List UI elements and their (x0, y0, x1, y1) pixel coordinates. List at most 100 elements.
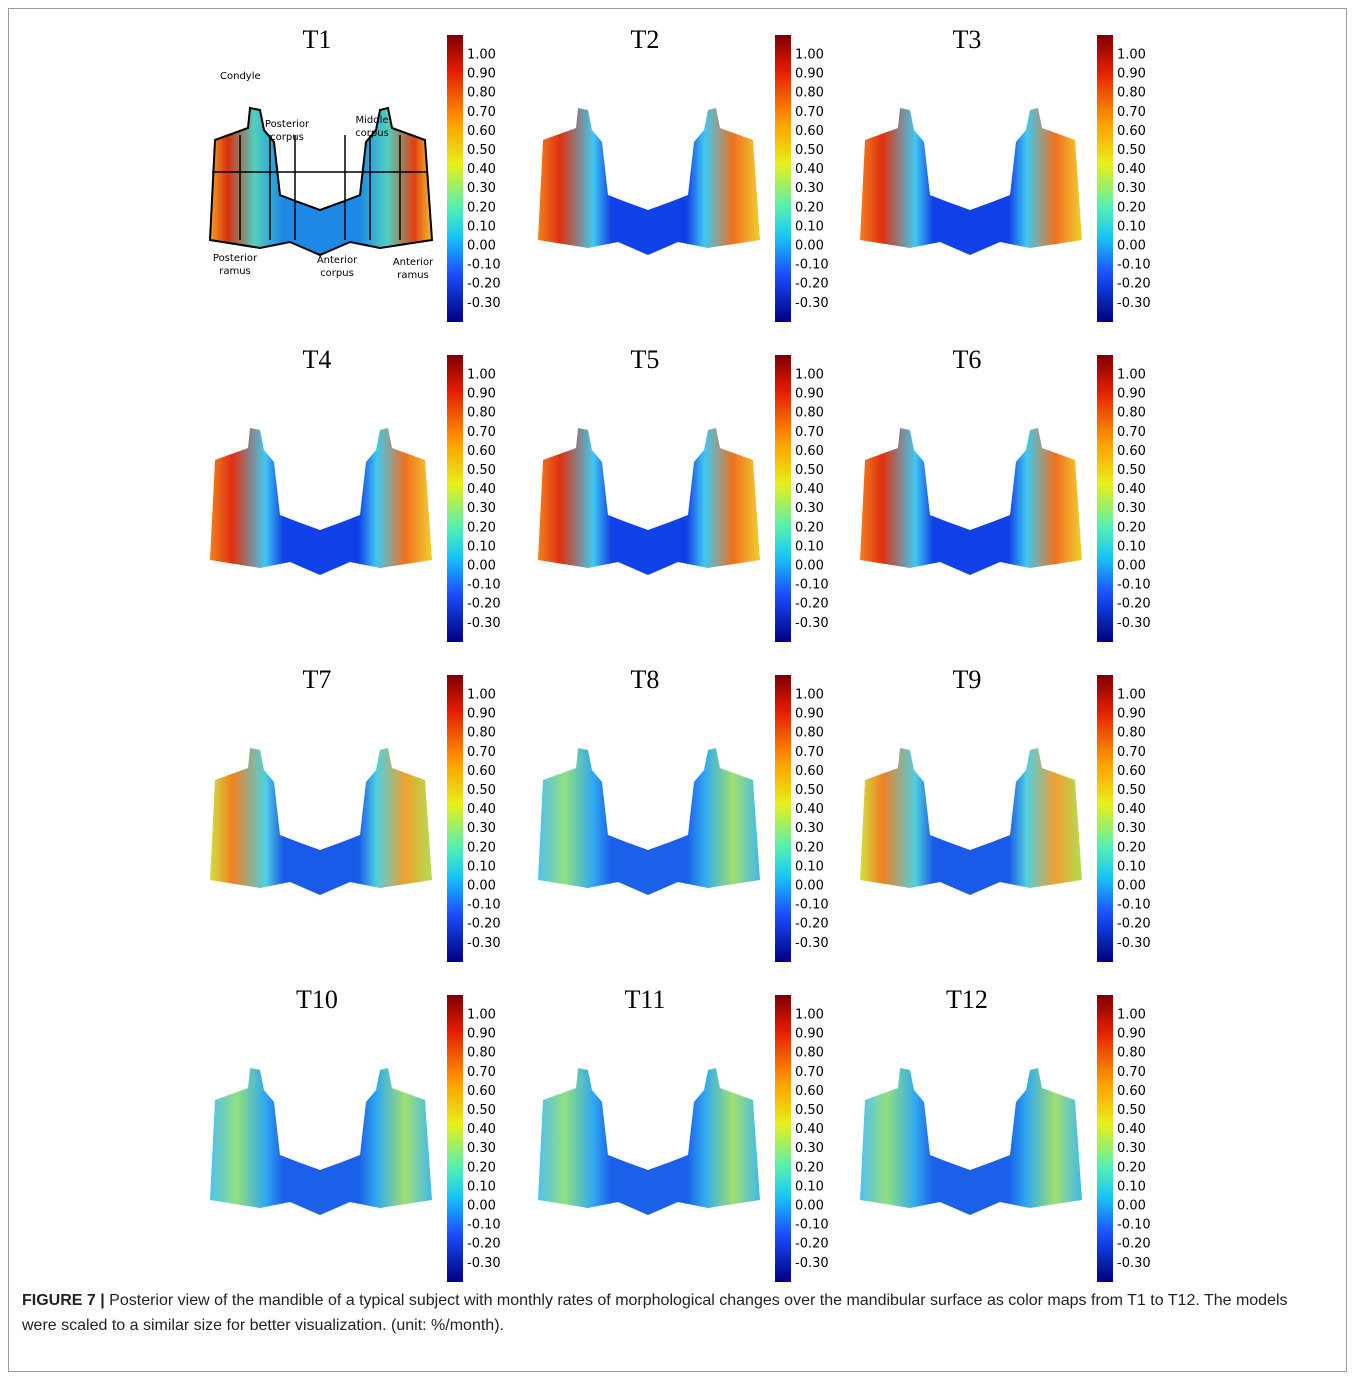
colorbar (1097, 675, 1113, 962)
colorbar-tick-label: 0.10 (1117, 859, 1146, 874)
panel-title: T12 (946, 985, 988, 1014)
colorbar-tick-label: 0.10 (795, 1179, 824, 1194)
colorbar-tick-label: 0.40 (795, 162, 824, 177)
caption: FIGURE 7 | Posterior view of the mandibl… (22, 1288, 1322, 1338)
mandible-map (538, 1068, 760, 1215)
colorbar-tick-label: 1.00 (467, 368, 496, 383)
colorbar-tick-label: 0.50 (795, 143, 824, 158)
colorbar-tick-label: 0.90 (795, 67, 824, 82)
colorbar-tick-label: -0.20 (1117, 917, 1151, 932)
colorbar-tick-label: 0.70 (1117, 425, 1146, 440)
colorbar-tick-label: 0.20 (1117, 200, 1146, 215)
panel-title: T10 (296, 985, 338, 1014)
colorbar-tick-label: 0.20 (795, 520, 824, 535)
colorbar-tick-label: 0.90 (1117, 67, 1146, 82)
colorbar-tick-label: 0.10 (1117, 539, 1146, 554)
colorbar-tick-label: 0.30 (1117, 1141, 1146, 1156)
colorbar-tick-label: 1.00 (467, 1008, 496, 1023)
colorbar-tick-label: 0.70 (795, 105, 824, 120)
colorbar-tick-label: 0.10 (467, 1179, 496, 1194)
colorbar-tick-label: -0.30 (467, 1256, 501, 1271)
colorbar-tick-label: 1.00 (1117, 368, 1146, 383)
colorbar-tick-label: 0.50 (1117, 143, 1146, 158)
colorbar-tick-label: 0.50 (795, 783, 824, 798)
colorbar (775, 995, 791, 1282)
colorbar-tick-label: 0.40 (1117, 802, 1146, 817)
colorbar-tick-label: 0.00 (467, 1199, 496, 1214)
colorbar-tick-label: 1.00 (467, 48, 496, 63)
colorbar-tick-label: 0.70 (467, 745, 496, 760)
colorbar-tick-label: 0.40 (795, 802, 824, 817)
colorbar-tick-label: 0.90 (467, 387, 496, 402)
mandible-map (860, 1068, 1082, 1215)
colorbar-tick-label: 0.50 (1117, 783, 1146, 798)
colorbar-tick-label: 0.60 (1117, 124, 1146, 139)
colorbar-tick-label: 0.80 (467, 726, 496, 741)
panel-title: T1 (303, 25, 332, 54)
colorbar (447, 355, 463, 642)
annotation: Anterior corpus (312, 254, 362, 280)
colorbar-tick-label: 0.10 (467, 539, 496, 554)
colorbar-tick-label: 1.00 (467, 688, 496, 703)
colorbar-tick-label: 1.00 (1117, 48, 1146, 63)
colorbar (775, 35, 791, 322)
colorbar-tick-label: 0.10 (795, 859, 824, 874)
colorbar-tick-label: 0.90 (467, 707, 496, 722)
colorbar-tick-label: -0.10 (795, 578, 829, 593)
colorbar-tick-label: -0.10 (467, 258, 501, 273)
colorbar-tick-label: 0.80 (795, 1046, 824, 1061)
colorbar-tick-label: -0.10 (795, 898, 829, 913)
colorbar-tick-label: 0.00 (795, 559, 824, 574)
colorbar-tick-label: 0.60 (467, 764, 496, 779)
caption-text: Posterior view of the mandible of a typi… (22, 1292, 1288, 1334)
colorbar-tick-label: 0.90 (1117, 707, 1146, 722)
colorbar-tick-label: 0.50 (467, 1103, 496, 1118)
colorbar (447, 675, 463, 962)
colorbar-tick-label: 0.80 (795, 406, 824, 421)
colorbar-tick-label: 0.60 (467, 1084, 496, 1099)
colorbar (447, 995, 463, 1282)
colorbar-tick-label: 0.50 (467, 783, 496, 798)
mandible-map (210, 108, 432, 255)
annotation: Posterior corpus (262, 118, 312, 144)
colorbar-tick-label: 0.40 (1117, 162, 1146, 177)
colorbar-tick-label: 0.30 (1117, 501, 1146, 516)
colorbar-tick-label: 0.30 (1117, 181, 1146, 196)
colorbar-tick-label: 0.40 (467, 482, 496, 497)
annotation: Posterior ramus (210, 252, 260, 278)
mandible-map (538, 428, 760, 575)
colorbar-tick-label: 0.20 (467, 200, 496, 215)
colorbar-tick-label: 0.50 (795, 463, 824, 478)
colorbar-tick-label: 0.50 (1117, 1103, 1146, 1118)
colorbar-tick-label: 0.80 (467, 406, 496, 421)
colorbar-tick-label: -0.20 (1117, 597, 1151, 612)
colorbar-tick-label: 0.90 (1117, 387, 1146, 402)
colorbar-tick-label: -0.30 (467, 296, 501, 311)
colorbar-tick-label: 0.30 (795, 1141, 824, 1156)
colorbar-tick-label: 0.20 (795, 200, 824, 215)
colorbar-tick-label: 0.30 (467, 501, 496, 516)
colorbar-tick-label: 0.70 (1117, 1065, 1146, 1080)
colorbar-tick-label: 0.20 (795, 1160, 824, 1175)
colorbar-tick-label: -0.20 (1117, 1237, 1151, 1252)
colorbar-tick-label: -0.20 (795, 917, 829, 932)
colorbar-tick-label: 0.90 (795, 387, 824, 402)
colorbar-tick-label: -0.20 (795, 597, 829, 612)
colorbar-tick-label: 0.30 (467, 821, 496, 836)
colorbar-tick-label: 0.40 (795, 1122, 824, 1137)
colorbar-tick-label: 0.00 (795, 879, 824, 894)
colorbar-tick-label: -0.10 (1117, 1218, 1151, 1233)
colorbar-tick-label: 1.00 (1117, 688, 1146, 703)
panel-title: T11 (625, 985, 666, 1014)
colorbar-tick-label: 0.20 (1117, 840, 1146, 855)
colorbar-tick-label: -0.10 (1117, 258, 1151, 273)
colorbar-tick-label: 0.60 (1117, 444, 1146, 459)
colorbar-tick-label: 0.60 (467, 444, 496, 459)
colorbar-tick-label: 0.40 (467, 1122, 496, 1137)
colorbar-tick-label: -0.20 (795, 277, 829, 292)
colorbar-tick-label: 0.30 (795, 501, 824, 516)
colorbar-tick-label: 0.20 (1117, 1160, 1146, 1175)
colorbar-tick-label: 0.30 (1117, 821, 1146, 836)
colorbar-tick-label: 0.80 (1117, 1046, 1146, 1061)
colorbar-tick-label: 0.80 (467, 86, 496, 101)
